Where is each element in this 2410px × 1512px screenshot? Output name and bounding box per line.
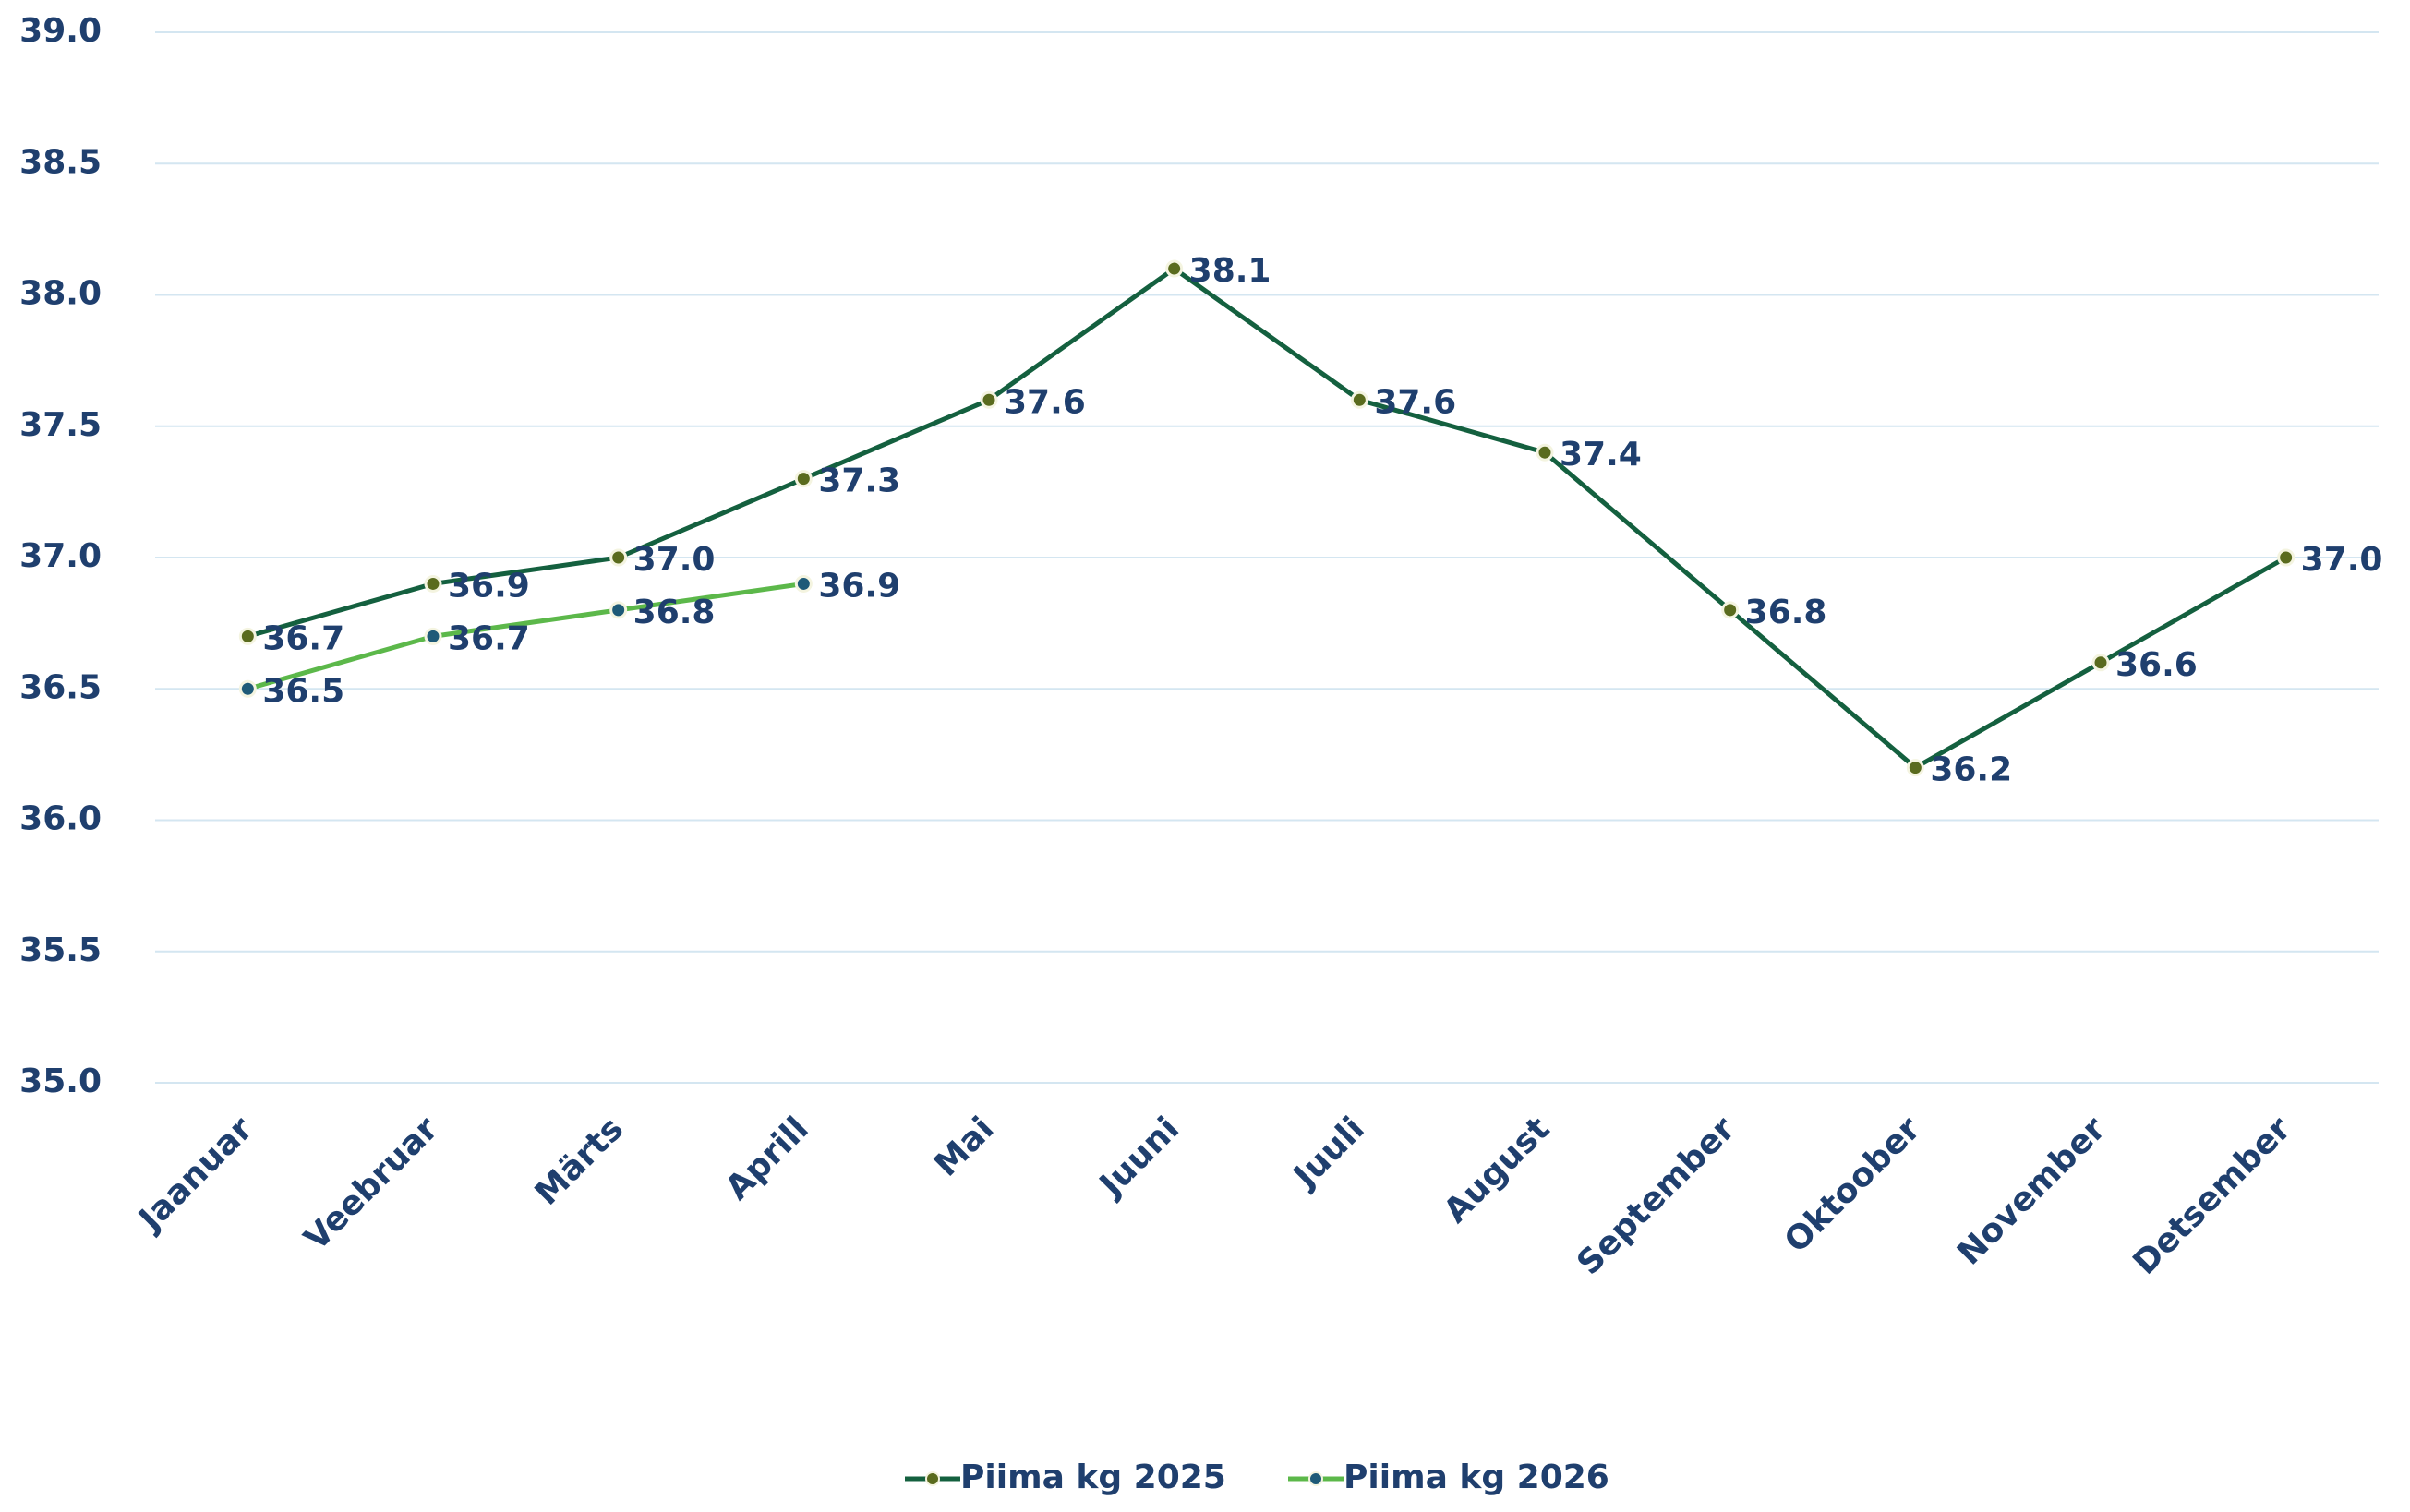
x-tick-label: Märts [528, 1110, 631, 1212]
data-point [1906, 759, 1924, 777]
legend-marker [1308, 1471, 1323, 1486]
data-label: 36.9 [448, 567, 530, 605]
series-line [247, 266, 2287, 771]
data-label: 36.8 [633, 594, 716, 631]
data-label: 36.5 [262, 672, 344, 710]
x-tick-label: Veebruar [297, 1110, 446, 1258]
data-label: 36.2 [1930, 751, 2012, 789]
x-tick-label: Detsember [2127, 1110, 2299, 1282]
data-point [794, 574, 813, 593]
data-label: 38.1 [1189, 252, 1271, 290]
y-tick-label: 37.5 [19, 406, 102, 444]
x-tick-label: November [1950, 1110, 2113, 1272]
x-tick-label: Jaanuar [130, 1110, 260, 1240]
data-point [1165, 259, 1184, 278]
legend-label: Piima kg 2026 [1344, 1458, 1609, 1496]
x-tick-label: Mai [927, 1110, 1001, 1183]
data-label: 37.4 [1560, 436, 1642, 474]
y-tick-label: 39.0 [19, 12, 102, 50]
y-tick-label: 36.0 [19, 800, 102, 838]
x-tick-label: September [1570, 1110, 1742, 1282]
data-point [609, 548, 628, 567]
data-point [980, 390, 998, 409]
data-point [2091, 654, 2110, 672]
x-tick-label: Juuli [1284, 1110, 1371, 1196]
data-label: 37.6 [1374, 383, 1456, 421]
legend-marker [925, 1471, 940, 1486]
data-point [424, 574, 442, 593]
y-tick-label: 36.5 [19, 668, 102, 706]
data-label: 36.7 [262, 619, 344, 657]
data-point [609, 601, 628, 619]
data-point [238, 627, 257, 645]
data-label: 37.6 [1004, 383, 1086, 421]
data-label: 36.7 [448, 619, 530, 657]
legend-label: Piima kg 2025 [960, 1458, 1226, 1496]
data-label: 37.0 [2301, 541, 2383, 579]
data-point [238, 679, 257, 698]
data-point [424, 627, 442, 645]
data-label: 37.3 [818, 462, 900, 500]
data-label: 36.6 [2115, 646, 2198, 684]
y-tick-label: 35.5 [19, 931, 102, 969]
y-tick-label: 37.0 [19, 537, 102, 575]
x-tick-label: August [1437, 1110, 1557, 1230]
data-point [1536, 443, 1554, 462]
y-tick-label: 35.0 [19, 1062, 102, 1100]
x-tick-label: Aprill [718, 1110, 816, 1207]
data-point [2277, 548, 2296, 567]
x-tick-label: Juuni [1091, 1110, 1187, 1206]
y-tick-label: 38.0 [19, 275, 102, 313]
data-point [1721, 601, 1740, 619]
data-label: 37.0 [633, 541, 716, 579]
series-line [247, 581, 804, 691]
data-point [1350, 390, 1368, 409]
data-point [794, 470, 813, 488]
x-tick-label: Oktoober [1777, 1110, 1928, 1260]
data-label: 36.8 [1745, 594, 1827, 631]
data-label: 36.9 [818, 567, 900, 605]
y-tick-label: 38.5 [19, 143, 102, 181]
